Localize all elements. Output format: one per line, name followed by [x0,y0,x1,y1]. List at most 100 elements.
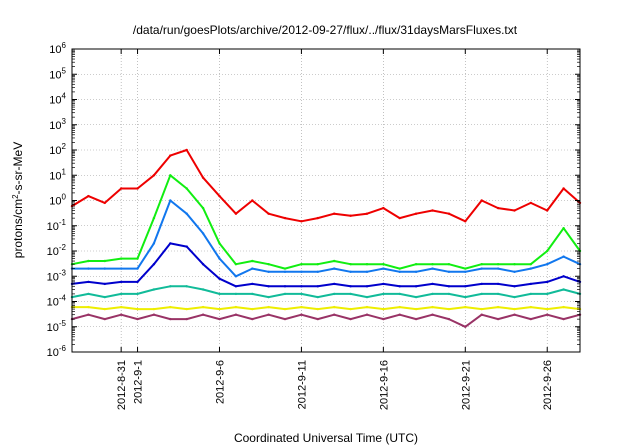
data-point [447,263,451,266]
y-tick-label-exp: -5 [59,319,67,328]
data-point [267,212,270,215]
data-point [152,313,156,316]
data-point [234,212,238,215]
data-point [218,257,221,260]
data-point [349,317,352,321]
data-point [169,199,172,202]
data-point [447,307,451,311]
data-point [546,280,549,284]
data-point [136,317,139,321]
data-point [414,317,418,321]
data-point [120,305,123,309]
y-tick-label-exp: 1 [62,167,67,176]
y-tick-label-exp: -4 [59,294,67,303]
y-tick-label-exp: -2 [59,243,67,252]
data-point [169,305,172,309]
data-point [267,305,270,309]
data-point [382,263,385,266]
y-tick-label-base: 10 [47,221,59,233]
y-tick-label: 105 [49,66,66,81]
data-point [431,305,434,309]
y-tick-label: 103 [49,117,66,132]
y-tick-label-base: 10 [49,196,61,208]
y-tick-label: 10-5 [47,319,67,334]
x-tick-label: 2012-9-26 [542,360,554,410]
series-line-2 [72,199,581,278]
y-tick-label-exp: -6 [59,344,67,353]
data-point [234,285,238,288]
data-point [169,242,172,245]
data-point [201,232,205,235]
data-point [218,277,221,280]
data-point [251,307,254,311]
y-tick-label-base: 10 [49,44,61,56]
data-point [529,282,532,286]
data-point [464,267,467,270]
series-4 [70,285,582,299]
data-point [513,209,516,212]
data-point [103,295,107,299]
y-tick-label: 10-4 [47,294,67,309]
data-point [546,307,549,311]
data-point [87,292,90,296]
data-point [300,313,303,316]
data-point [152,307,156,311]
data-point [464,285,467,288]
x-tick-label: 2012-9-11 [296,360,308,409]
data-point [562,288,565,291]
data-point [234,313,238,316]
y-tick-label-exp: 5 [62,66,67,75]
data-point [136,257,139,260]
data-point [267,295,270,299]
data-point [201,176,205,179]
data-point [431,282,434,286]
y-tick-label: 100 [49,193,66,208]
y-tick-label: 101 [49,167,66,182]
data-point [169,174,172,177]
data-point [529,267,532,270]
data-point [365,263,369,266]
y-tick-label-base: 10 [47,347,59,359]
data-point [431,209,434,212]
data-point [300,220,303,223]
series-line-4 [71,285,581,299]
data-point [480,313,483,316]
data-point [480,267,483,270]
data-point [562,255,565,258]
data-point [398,305,401,309]
data-point [464,270,467,273]
data-point [103,317,107,321]
data-point [333,305,336,309]
data-point [333,282,336,286]
data-point [87,194,90,198]
data-point [464,295,467,299]
data-point [185,317,188,321]
data-point [87,313,90,316]
plot-frame [71,48,581,353]
y-tick-label-base: 10 [49,95,61,107]
data-point [316,263,319,266]
y-axis-title: protons/cm2-s-sr-MeV [11,142,25,258]
data-point [201,263,205,266]
data-point [120,257,123,260]
data-point [546,313,549,316]
data-point [447,317,451,321]
series-6 [70,313,582,328]
data-point [414,263,418,266]
y-tick-label: 106 [49,41,66,56]
data-point [251,282,254,286]
data-point [169,154,172,157]
data-point [529,317,532,321]
data-point [201,206,205,210]
y-tick-label-base: 10 [49,170,61,182]
y-tick-label-exp: 3 [62,117,67,126]
data-point [136,280,139,284]
data-point [480,263,483,266]
data-point [87,267,90,270]
data-point [513,295,516,299]
series-0 [70,148,582,223]
y-tick-label: 102 [49,142,66,157]
data-point [496,317,500,321]
x-tick-label: 2012-9-1 [133,360,145,404]
data-point [333,259,336,263]
